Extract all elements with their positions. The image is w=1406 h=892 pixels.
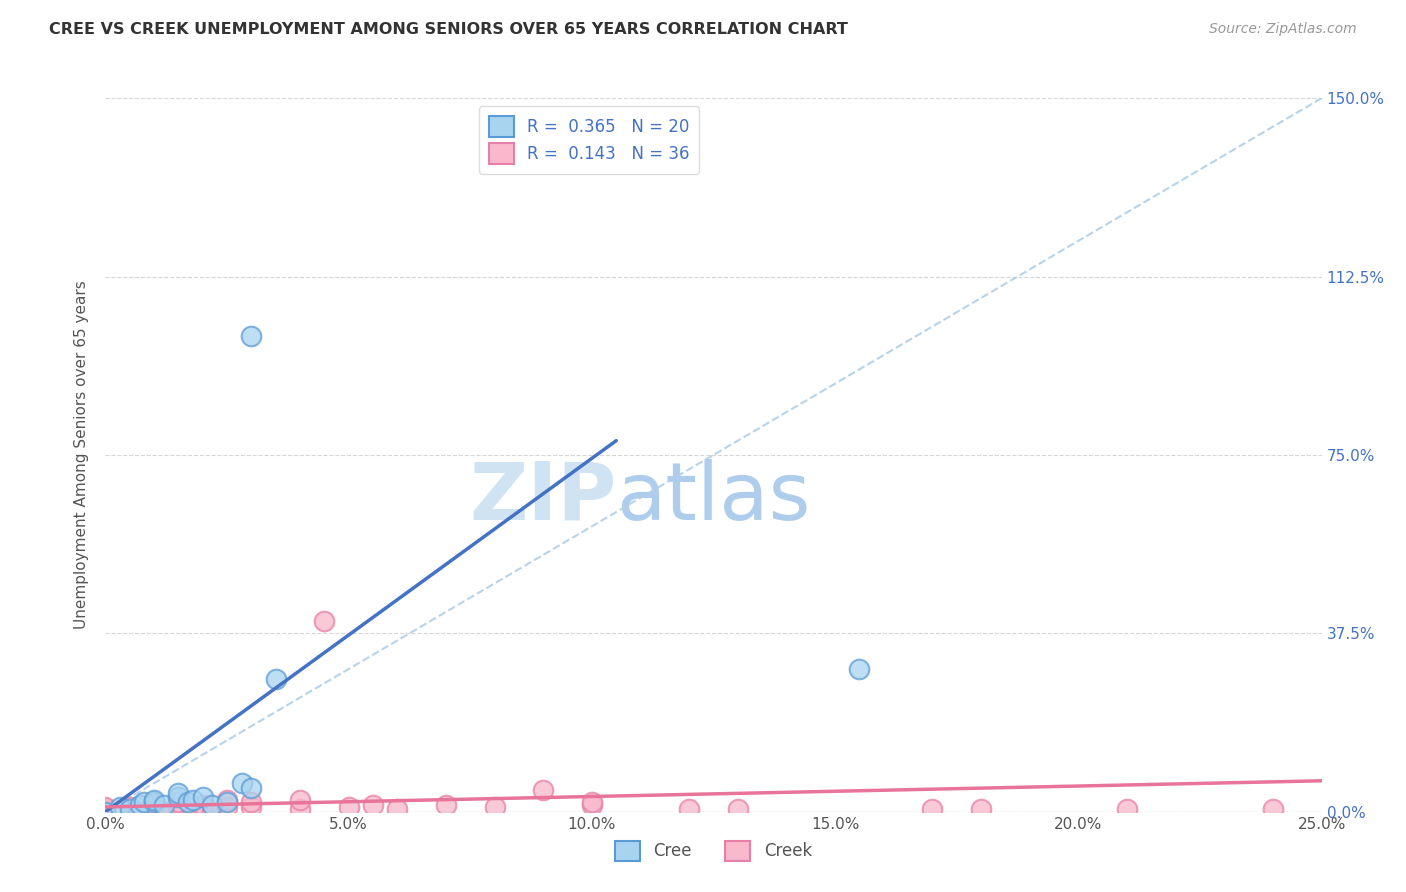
Point: [118, 800, 141, 814]
Point: [201, 797, 224, 812]
Point: [1116, 802, 1139, 816]
Point: [727, 802, 749, 816]
Point: [264, 672, 287, 686]
Point: [191, 797, 214, 812]
Point: [181, 793, 204, 807]
Point: [240, 780, 263, 795]
Text: Source: ZipAtlas.com: Source: ZipAtlas.com: [1209, 22, 1357, 37]
Point: [143, 797, 166, 812]
Point: [201, 805, 224, 819]
Point: [143, 802, 166, 816]
Point: [94, 802, 117, 816]
Point: [191, 802, 214, 816]
Point: [240, 329, 263, 343]
Point: [240, 800, 263, 814]
Point: [848, 662, 870, 676]
Point: [337, 800, 360, 814]
Point: [387, 802, 409, 816]
Point: [240, 795, 263, 809]
Point: [1261, 802, 1284, 816]
Text: ZIP: ZIP: [470, 458, 616, 537]
Point: [581, 797, 603, 812]
Point: [288, 802, 311, 816]
Point: [134, 805, 156, 819]
Point: [134, 795, 156, 809]
Point: [143, 793, 166, 807]
Point: [94, 805, 117, 819]
Point: [167, 790, 190, 805]
Y-axis label: Unemployment Among Seniors over 65 years: Unemployment Among Seniors over 65 years: [75, 281, 90, 629]
Point: [118, 802, 141, 816]
Point: [94, 800, 117, 814]
Point: [678, 802, 700, 816]
Point: [94, 805, 117, 819]
Point: [314, 615, 336, 629]
Point: [484, 800, 506, 814]
Point: [153, 805, 176, 819]
Point: [191, 790, 214, 805]
Point: [108, 800, 131, 814]
Point: [177, 795, 200, 809]
Point: [128, 797, 150, 812]
Point: [288, 793, 311, 807]
Point: [181, 805, 204, 819]
Point: [217, 793, 239, 807]
Point: [434, 797, 457, 812]
Point: [361, 797, 384, 812]
Text: CREE VS CREEK UNEMPLOYMENT AMONG SENIORS OVER 65 YEARS CORRELATION CHART: CREE VS CREEK UNEMPLOYMENT AMONG SENIORS…: [49, 22, 848, 37]
Point: [581, 795, 603, 809]
Text: atlas: atlas: [616, 458, 811, 537]
Point: [167, 800, 190, 814]
Point: [531, 783, 554, 797]
Point: [118, 805, 141, 819]
Point: [143, 795, 166, 809]
Legend: Cree, Creek: Cree, Creek: [609, 834, 818, 868]
Point: [167, 786, 190, 800]
Point: [970, 802, 993, 816]
Point: [153, 797, 176, 812]
Point: [217, 800, 239, 814]
Point: [921, 802, 943, 816]
Point: [231, 776, 253, 790]
Point: [167, 795, 190, 809]
Point: [217, 795, 239, 809]
